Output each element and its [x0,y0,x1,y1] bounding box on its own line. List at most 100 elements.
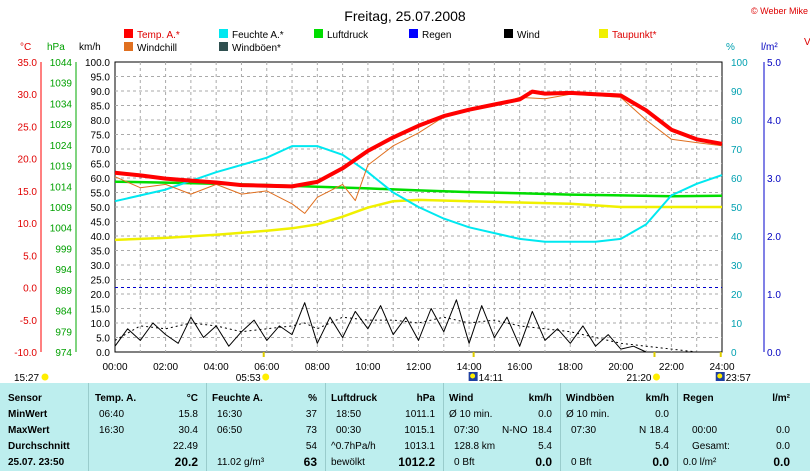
humidity-column: Feuchte A. % 16:30 37 06:50 73 54 11.02 … [207,383,326,471]
wind-tick-label: 40.0 [91,232,111,243]
temp-tick-label: -10.0 [14,348,37,359]
pressure-unit-label: hPa [47,42,65,53]
wind-max-direction: N-NO [502,425,528,436]
wind-tick-label: 30.0 [91,261,111,272]
legend-swatch [219,42,228,51]
sun-events: 15:27 05:53 14:11 21:20 23:57 [14,352,751,383]
wind-tick-label: 50.0 [91,203,111,214]
pressure-tick-label: 1029 [50,120,73,131]
humidity-tick-label: 0 [731,348,737,359]
gusts-now: 0.0 [652,455,669,469]
rain-tick-label: 4.0 [767,116,781,127]
temp-tick-label: 30.0 [18,90,38,101]
gusts-max-direction: N [639,425,647,436]
rain-header: Regen [683,393,714,404]
sun-event-time: 05:53 [236,373,261,383]
humidity-max-value: 73 [305,425,317,436]
humidity-now: 63 [303,455,317,469]
pressure-tick-label: 1014 [50,182,73,193]
temp-tick-label: 20.0 [18,155,38,166]
time-tick-label: 04:00 [204,362,229,373]
sun-event-time: 21:20 [626,373,651,383]
temp-header: Temp. A. [95,393,137,404]
humidity-avg: 54 [305,441,317,452]
humidity-min-value: 37 [305,409,317,420]
temp-tick-label: -5.0 [20,316,38,327]
wind-tick-label: 80.0 [91,116,111,127]
pressure-tick-label: 1034 [50,99,73,110]
pressure-tick-label: 979 [55,327,72,338]
temp-unit-label: °C [20,42,31,53]
time-tick-label: 08:00 [305,362,330,373]
legend-label: Luftdruck [327,30,369,41]
wind-header: Wind [449,393,474,404]
temp-tick-label: 10.0 [18,219,38,230]
legend-swatch [504,29,513,38]
rain-tick-label: 0.0 [767,348,781,359]
label-min: MinWert [8,409,48,420]
gusts-avg10-label: Ø 10 min. [566,409,610,420]
rain-tick-label: 1.0 [767,290,781,301]
temp-column: Temp. A. °C 06:40 15.8 16:30 30.4 22.49 … [89,383,207,471]
sun-icon [41,373,49,381]
time-tick-label: 06:00 [254,362,279,373]
pressure-tick-label: 1019 [50,162,73,173]
label-now: 25.07. 23:50 [8,457,65,468]
pressure-avg: 1013.1 [404,441,435,452]
wind-column: Wind km/h Ø 10 min. 0.0 07:30 N-NO 18.4 … [444,383,561,471]
pressure-min-value: 1011.1 [405,409,435,420]
gusts-max-value: 18.4 [649,425,669,436]
chart-title: Freitag, 25.07.2008 [344,8,466,24]
humidity-tick-label: 50 [731,203,743,214]
humidity-tick-label: 30 [731,261,743,272]
temp-tick-label: 25.0 [18,122,38,133]
wind-tick-label: 15.0 [91,305,111,316]
humidity-tick-label: 70 [731,145,743,156]
humidity-unit-label: % [726,42,735,53]
rain-unit: l/m² [772,393,790,404]
humidity-min-time: 16:30 [217,409,243,420]
time-tick-label: 18:00 [558,362,583,373]
humidity-header: Feuchte A. [212,393,263,404]
pressure-header: Luftdruck [331,393,378,404]
temp-tick-label: 0.0 [23,284,37,295]
rain-total-label: Gesamt: [692,441,730,452]
humidity-tick-label: 100 [731,58,748,69]
legend-label: Wind [517,30,540,41]
rain-tick-label: 5.0 [767,58,781,69]
copyright-label: © Weber Mike [751,6,808,16]
pressure-tick-label: 1039 [50,79,73,90]
wind-tick-label: 55.0 [91,189,111,200]
wind-avg10-value: 0.0 [538,409,552,420]
series-line-tempa [114,89,723,189]
pressure-tick-label: 974 [55,348,72,359]
pressure-min-time: 18:50 [336,409,362,420]
rain-column: Regen l/m² 00:00 0.0 Gesamt: 0.0 0.0 l/m… [678,383,810,471]
label-max: MaxWert [8,425,50,436]
pressure-tick-label: 1044 [50,58,73,69]
wind-tick-label: 70.0 [91,145,111,156]
temp-min-value: 15.8 [178,409,198,420]
humidity-absolute: 11.02 g/m³ [217,457,265,468]
rain-max-time: 00:00 [692,425,718,436]
humidity-tick-label: 40 [731,232,743,243]
wind-tick-label: 95.0 [91,73,111,84]
pressure-max-time: 00:30 [336,425,362,436]
moon-glyph [717,373,723,379]
time-tick-label: 22:00 [659,362,684,373]
sun-icon [262,373,270,381]
pressure-column: Luftdruck hPa 18:50 1011.1 00:30 1015.1 … [326,383,444,471]
humidity-tick-label: 60 [731,174,743,185]
wind-now: 0.0 [535,455,552,469]
statistics-table: Sensor MinWert MaxWert Durchschnitt 25.0… [0,383,810,471]
temp-unit: °C [186,393,198,404]
pressure-condition: bewölkt [331,457,365,468]
rain-tick-label: 2.0 [767,232,781,243]
wind-tick-label: 5.0 [96,334,110,345]
temp-tick-label: 35.0 [18,58,38,69]
gusts-unit: km/h [645,393,669,404]
rain-max-value: 0.0 [776,425,790,436]
time-tick-label: 10:00 [355,362,380,373]
series-line-wind [114,299,647,353]
plot-area [114,89,723,353]
